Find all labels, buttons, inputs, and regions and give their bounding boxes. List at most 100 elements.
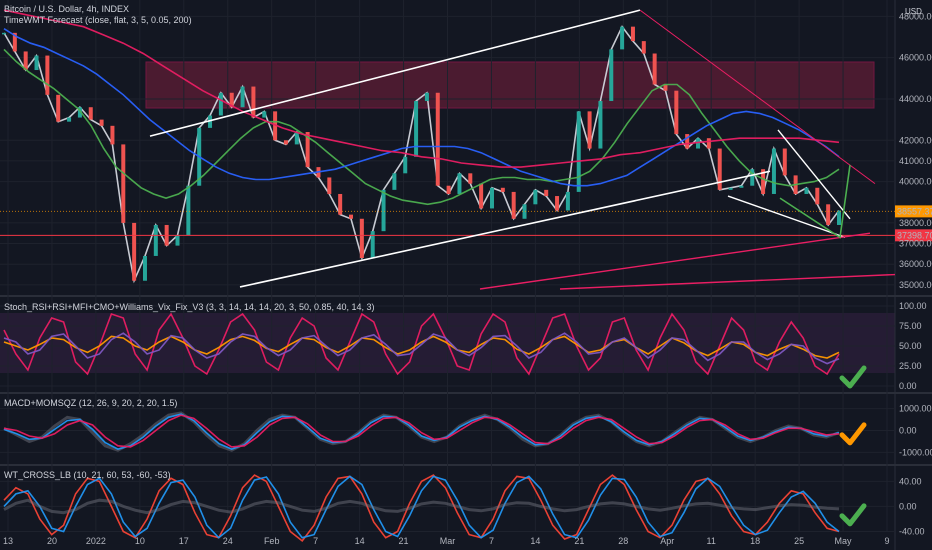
candle-body: [717, 148, 722, 190]
y-tick-label: 41000.00: [899, 156, 932, 166]
x-tick-label: 14: [355, 536, 365, 546]
main-pane-title: Bitcoin / U.S. Dollar, 4h, INDEX: [4, 4, 130, 14]
lower-support-trendline: [559, 273, 896, 290]
candle-body: [696, 138, 701, 149]
candle-body: [663, 84, 668, 91]
channel-lower-line: [239, 170, 771, 288]
candle-body: [251, 86, 256, 118]
series-line: [3, 28, 840, 187]
candle-body: [153, 224, 158, 256]
candle-body: [359, 218, 364, 259]
candle-body: [99, 119, 104, 126]
checkmark-icon: [839, 365, 867, 389]
projection-path: [779, 164, 851, 239]
candle-body: [565, 191, 570, 211]
candle-body: [826, 204, 831, 225]
panes: [2, 9, 841, 543]
series-line: [3, 475, 840, 539]
candle-body: [511, 191, 516, 219]
x-tick-label: 13: [3, 536, 13, 546]
candle-body: [414, 101, 419, 157]
candle-body: [555, 196, 560, 211]
candle-body: [587, 111, 592, 149]
candle-body: [132, 222, 137, 281]
series-line: [3, 414, 840, 448]
candle-body: [674, 90, 679, 135]
y-tick-label: 42000.00: [899, 135, 932, 145]
candle-body: [771, 148, 776, 194]
candle-body: [685, 134, 690, 149]
candle-body: [392, 173, 397, 190]
candle-body: [706, 138, 711, 149]
candle-body: [457, 173, 462, 194]
candle-body: [327, 177, 332, 194]
x-tick-label: 25: [794, 536, 804, 546]
y-tick-label: 50.00: [899, 341, 922, 351]
candle-body: [446, 185, 451, 194]
x-tick-label: 10: [135, 536, 145, 546]
candle-body: [435, 92, 440, 186]
trendlines: [0, 9, 896, 527]
candle-body: [837, 210, 841, 225]
y-tick-label: 0.00: [899, 381, 917, 391]
candle-body: [533, 189, 538, 205]
candle-body: [273, 111, 278, 141]
x-tick-label: Mar: [440, 536, 456, 546]
series-line: [3, 332, 840, 365]
y-tick-label: 25.00: [899, 361, 922, 371]
series-line: [3, 312, 840, 376]
candle-body: [88, 107, 93, 120]
candle-body: [620, 26, 625, 50]
resistance-zone: [145, 61, 875, 109]
stoch-pane-title: Stoch_RSI+RSI+MFI+CMO+Williams_Vix_Fix_V…: [4, 302, 375, 312]
candle-body: [370, 231, 375, 259]
currency-label: USD: [905, 7, 922, 16]
candle-body: [403, 156, 408, 174]
candle-body: [56, 94, 61, 122]
wedge-upper-line: [777, 129, 851, 220]
y-tick-label: 75.00: [899, 321, 922, 331]
candle-body: [522, 204, 527, 219]
main-pane-subtitle: TimeWMT Forecast (close, flat, 3, 5, 0.0…: [4, 15, 192, 25]
series-line: [3, 474, 840, 543]
candle-body: [804, 187, 809, 194]
series-line: [3, 48, 840, 206]
y-tick-label: 36000.00: [899, 259, 932, 269]
candle-body: [489, 187, 494, 209]
x-tick-label: 7: [489, 536, 494, 546]
x-tick-label: 9: [884, 536, 889, 546]
candle-body: [630, 26, 635, 42]
candle-body: [240, 86, 245, 108]
y-tick-label: 40000.00: [899, 177, 932, 187]
x-tick-label: May: [835, 536, 853, 546]
candle-body: [424, 92, 429, 102]
y-tick-label: 48000.00: [899, 11, 932, 21]
candle-body: [77, 107, 82, 118]
series-line: [3, 413, 840, 450]
series-line: [3, 9, 840, 168]
y-tick-label: 44000.00: [899, 94, 932, 104]
candle-body: [815, 187, 820, 205]
x-tick-label: 20: [47, 536, 57, 546]
y-tick-label: 38000.00: [899, 218, 932, 228]
y-tick-label: -40.00: [899, 526, 925, 536]
candle-body: [761, 169, 766, 194]
axis-labels: 13 20 2022 10 17 24 Feb 7 14 21 Mar 7 14 21 28 Apr 11 18 2…: [3, 11, 932, 546]
x-tick-label: Apr: [660, 536, 674, 546]
candle-body: [229, 92, 234, 108]
candle-body: [186, 185, 191, 236]
price-line-badge: [895, 229, 932, 242]
candle-body: [782, 148, 787, 176]
x-tick-label: 24: [223, 536, 233, 546]
y-tick-label: -1000.00: [899, 447, 932, 457]
candle-body: [479, 183, 484, 209]
support-trendline: [479, 232, 871, 290]
price-line-value: 37398.70: [897, 230, 932, 240]
candle-body: [468, 173, 473, 184]
series-line: [3, 498, 840, 515]
x-tick-label: 11: [707, 536, 716, 546]
candle-body: [175, 235, 180, 246]
wedge-lower-line: [727, 195, 846, 239]
candle-body: [283, 140, 288, 145]
